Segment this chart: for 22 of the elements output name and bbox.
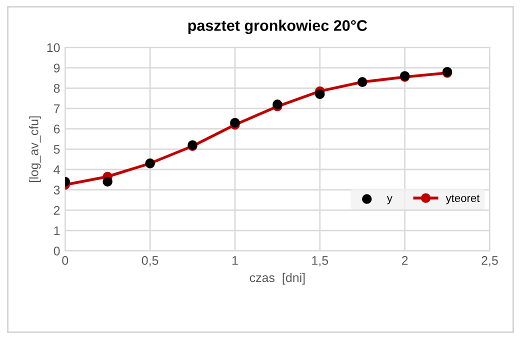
x-tick-label: 1 [232, 256, 238, 265]
legend-label: y [386, 196, 392, 204]
y-tick-label: 9 [54, 64, 60, 72]
y-tick-label: 7 [54, 104, 60, 114]
y-tick-label: 3 [54, 186, 60, 194]
y-tick-label: 1 [54, 226, 60, 236]
y-tick-label: 6 [54, 124, 60, 134]
y-tick-label: 2 [54, 206, 60, 215]
x-tick-label: 0,5 [142, 256, 158, 266]
x-tick-label: 2 [402, 256, 408, 265]
y-tick-label: 4 [54, 165, 60, 174]
y-axis-title: [log_av_cfu] [29, 116, 41, 182]
x-tick-label: 1,5 [312, 256, 328, 266]
legend-label: yteoret [446, 194, 480, 204]
y-tick-label: 5 [54, 145, 60, 154]
x-axis-title: czas [dni] [250, 272, 305, 285]
y-tick-label: 0 [54, 246, 60, 256]
x-tick-label: 0 [62, 256, 68, 265]
y-tick-label: 10 [47, 43, 60, 52]
y-tick-label: 8 [54, 84, 60, 93]
x-tick-label: 2,5 [482, 256, 498, 266]
chart-title: pasztet gronkowiec 20°C [188, 20, 368, 34]
